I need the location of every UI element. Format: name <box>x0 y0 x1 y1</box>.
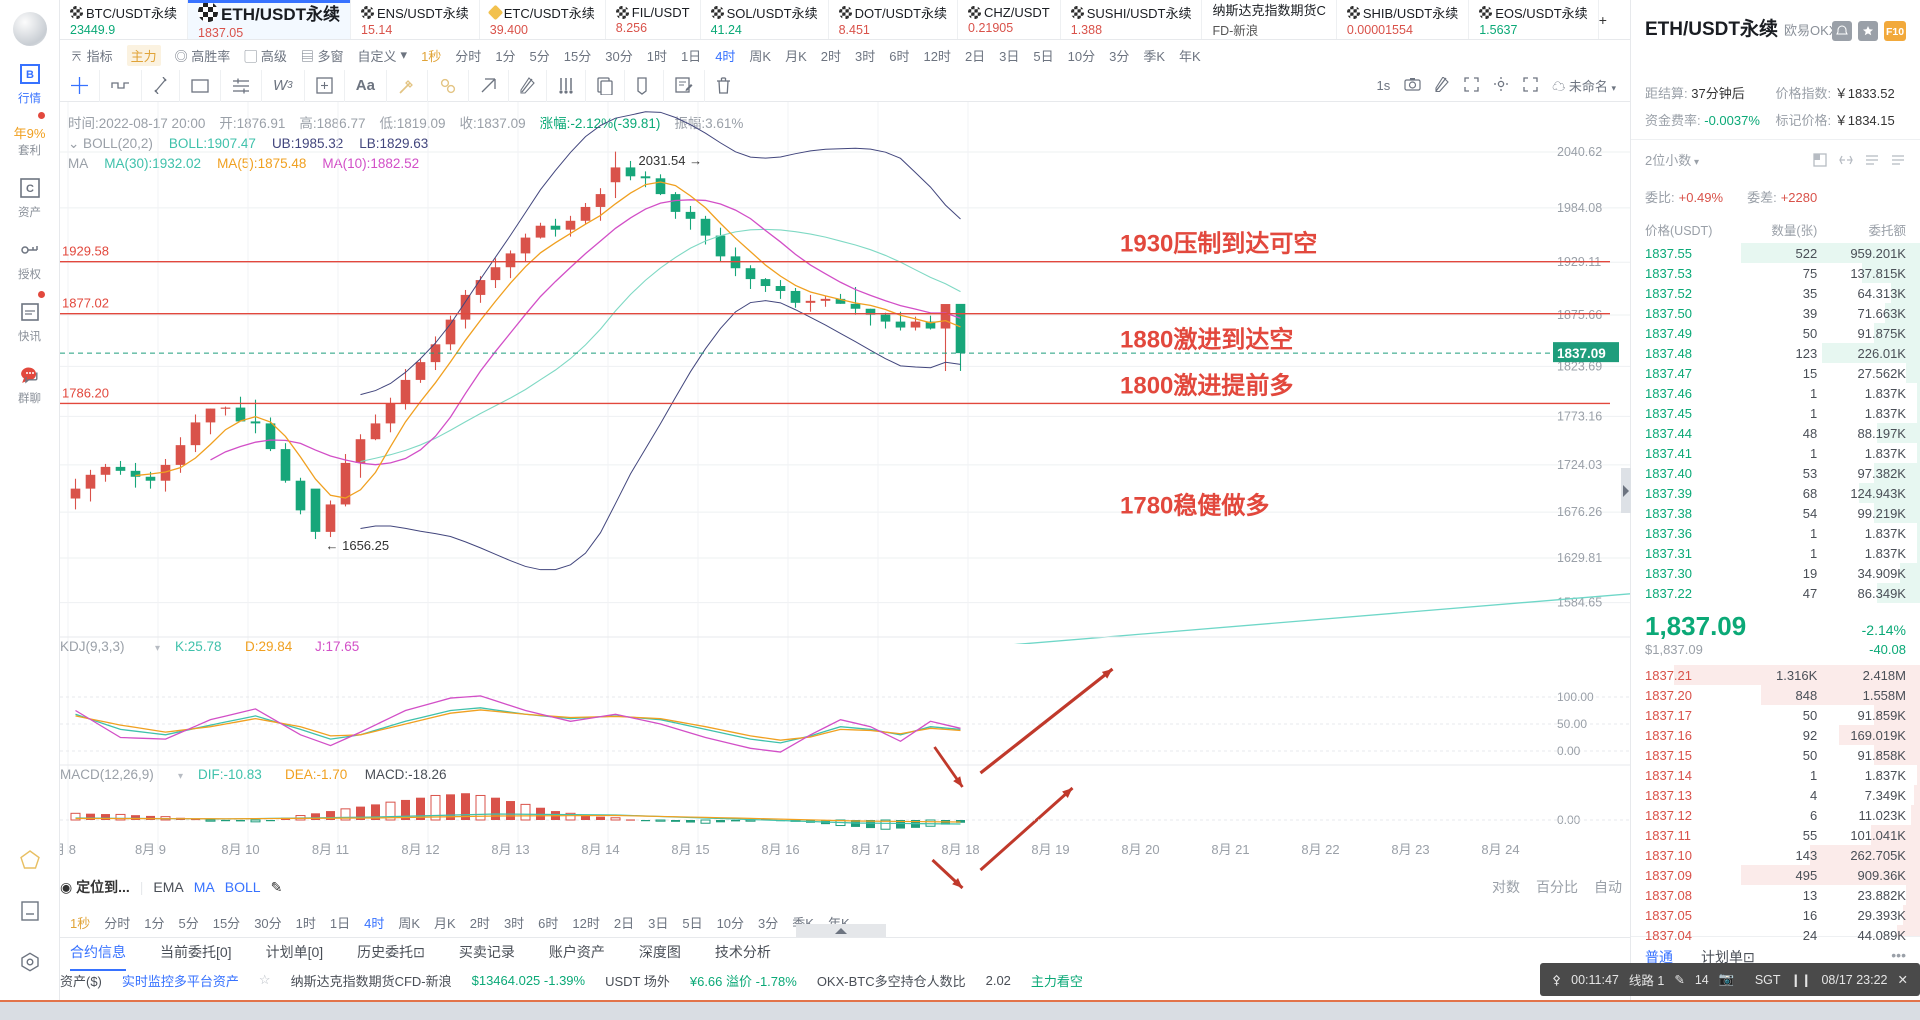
svg-text:8月 15: 8月 15 <box>671 842 709 857</box>
svg-text:MACD(12,26,9): MACD(12,26,9) <box>60 767 154 782</box>
svg-text:50.00: 50.00 <box>1557 717 1587 731</box>
svg-text:8月 9: 8月 9 <box>135 842 166 857</box>
svg-text:DIF:-10.83: DIF:-10.83 <box>198 767 262 782</box>
svg-text:KDJ(9,3,3): KDJ(9,3,3) <box>60 639 125 654</box>
svg-text:2040.62: 2040.62 <box>1557 145 1602 159</box>
svg-text:2031.54 →: 2031.54 → <box>639 153 703 168</box>
svg-text:1786.20: 1786.20 <box>62 385 109 400</box>
svg-text:1877.02: 1877.02 <box>62 296 109 311</box>
svg-text:8月 10: 8月 10 <box>221 842 259 857</box>
svg-text:8月 12: 8月 12 <box>401 842 439 857</box>
svg-text:8月 14: 8月 14 <box>581 842 619 857</box>
svg-text:▾: ▾ <box>178 771 183 782</box>
svg-text:1780稳健做多: 1780稳健做多 <box>1120 491 1269 519</box>
svg-text:1773.16: 1773.16 <box>1557 409 1602 423</box>
svg-text:1875.66: 1875.66 <box>1557 308 1602 322</box>
svg-text:8月 20: 8月 20 <box>1121 842 1159 857</box>
svg-text:8月 21: 8月 21 <box>1211 842 1249 857</box>
svg-text:1724.03: 1724.03 <box>1557 458 1602 472</box>
svg-text:1880激进到达空: 1880激进到达空 <box>1120 326 1293 354</box>
svg-text:1800激进提前多: 1800激进提前多 <box>1120 371 1293 399</box>
svg-text:DEA:-1.70: DEA:-1.70 <box>285 767 347 782</box>
svg-text:8月 11: 8月 11 <box>312 842 349 857</box>
svg-text:1629.81: 1629.81 <box>1557 551 1602 565</box>
svg-text:1837.09: 1837.09 <box>1557 346 1606 361</box>
svg-text:8月 17: 8月 17 <box>851 842 889 857</box>
svg-text:100.00: 100.00 <box>1557 690 1594 704</box>
svg-text:0.00: 0.00 <box>1557 744 1581 758</box>
svg-text:8月 23: 8月 23 <box>1391 842 1429 857</box>
svg-text:1984.08: 1984.08 <box>1557 201 1602 215</box>
svg-text:← 1656.25: ← 1656.25 <box>326 538 390 553</box>
svg-text:B: B <box>26 69 34 81</box>
svg-text:8月 22: 8月 22 <box>1301 842 1339 857</box>
svg-text:C: C <box>26 183 34 195</box>
svg-text:8月 19: 8月 19 <box>1031 842 1069 857</box>
svg-text:1676.26: 1676.26 <box>1557 505 1602 519</box>
svg-text:D:29.84: D:29.84 <box>245 639 293 654</box>
svg-text:F10: F10 <box>1886 26 1904 38</box>
svg-text:MACD:-18.26: MACD:-18.26 <box>365 767 447 782</box>
svg-text:8月 13: 8月 13 <box>491 842 529 857</box>
svg-text:1929.58: 1929.58 <box>62 244 109 259</box>
svg-text:8月 24: 8月 24 <box>1481 842 1519 857</box>
svg-text:8月 8: 8月 8 <box>60 842 76 857</box>
svg-text:8月 16: 8月 16 <box>761 842 799 857</box>
svg-text:▾: ▾ <box>155 643 160 654</box>
svg-text:J:17.65: J:17.65 <box>315 639 359 654</box>
svg-text:8月 18: 8月 18 <box>941 842 979 857</box>
svg-text:1930压制到达可空: 1930压制到达可空 <box>1120 230 1317 258</box>
svg-text:K:25.78: K:25.78 <box>175 639 222 654</box>
